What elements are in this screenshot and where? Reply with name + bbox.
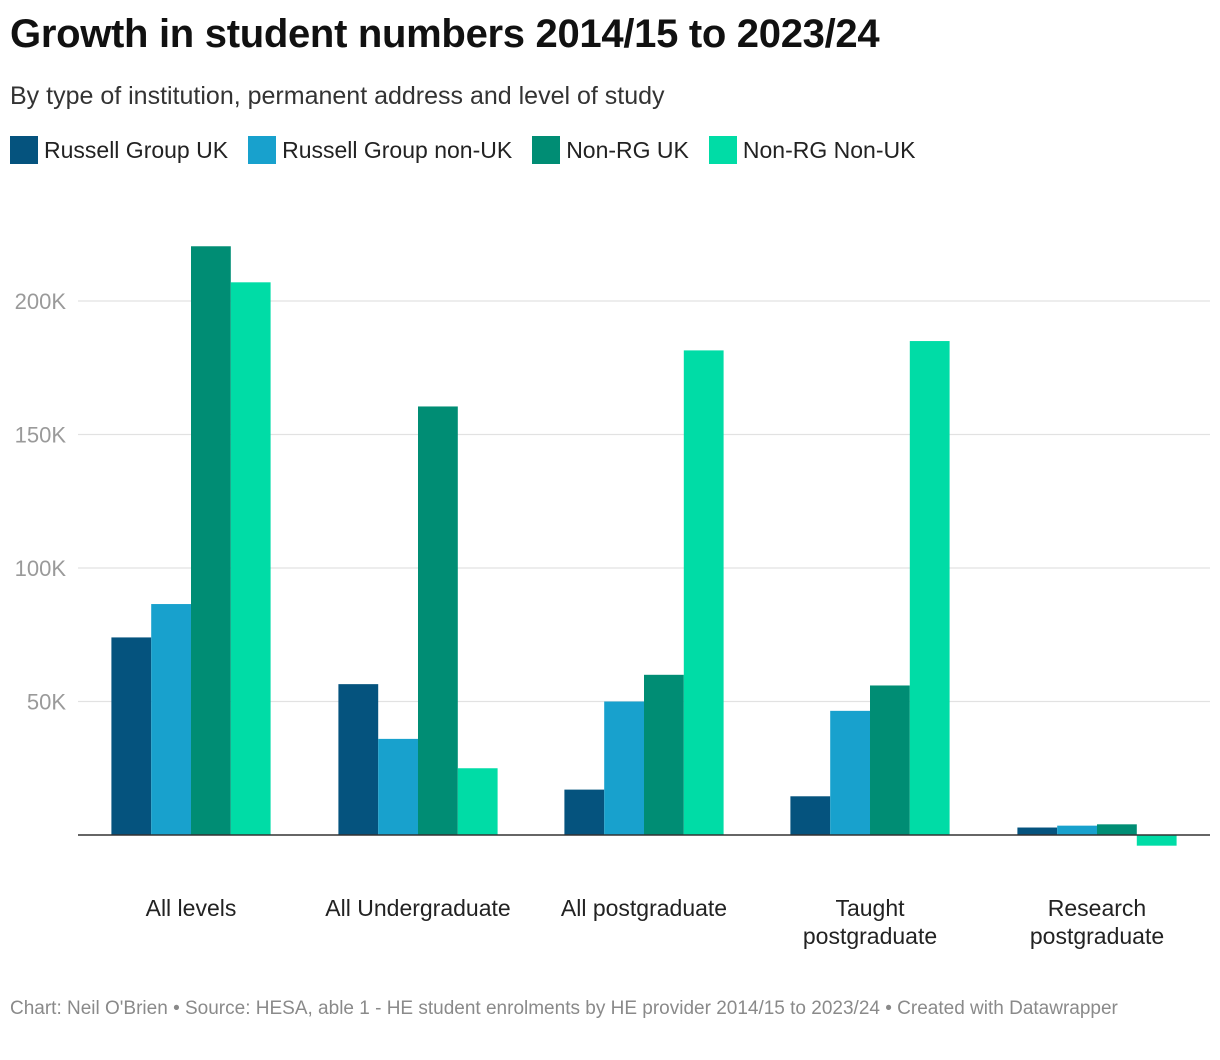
bar-all-levels-non-rg-uk [191, 246, 231, 835]
y-tick-label-50K: 50K [27, 690, 66, 715]
x-tick-label-all-undergraduate: All Undergraduate [325, 895, 510, 921]
legend-swatch-non-rg-non-uk [708, 136, 737, 164]
bar-all-levels-non-rg-non-uk [230, 282, 271, 835]
bar-all-levels-russell-group-uk [111, 637, 152, 835]
legend-label-russell-group-non-uk: Russell Group non-UK [282, 136, 513, 163]
bar-all-levels-russell-group-non-uk [151, 604, 191, 835]
bar-all-undergraduate-russell-group-uk [338, 684, 379, 835]
legend-item-russell-group-uk: Russell Group UK [10, 136, 228, 164]
x-tick-label-all-postgraduate: All postgraduate [561, 895, 727, 921]
bar-all-postgraduate-non-rg-non-uk [683, 350, 724, 835]
bar-all-postgraduate-non-rg-uk [644, 674, 684, 835]
bar-taught-postgraduate-non-rg-non-uk [909, 341, 950, 835]
bar-taught-postgraduate-russell-group-non-uk [830, 710, 870, 835]
legend-swatch-non-rg-uk [532, 136, 561, 164]
bar-research-postgraduate-russell-group-non-uk [1057, 825, 1097, 835]
bar-taught-postgraduate-russell-group-uk [790, 796, 831, 835]
bar-research-postgraduate-non-rg-uk [1097, 824, 1137, 835]
legend-label-non-rg-uk: Non-RG UK [566, 136, 689, 163]
bar-all-postgraduate-russell-group-uk [564, 789, 605, 835]
bar-taught-postgraduate-non-rg-uk [870, 685, 910, 835]
bar-all-undergraduate-non-rg-uk [418, 406, 458, 835]
legend-swatch-russell-group-non-uk [248, 136, 277, 164]
y-tick-label-150K: 150K [15, 423, 67, 448]
bar-all-undergraduate-russell-group-non-uk [378, 738, 418, 835]
legend-item-non-rg-non-uk: Non-RG Non-UK [708, 136, 916, 164]
legend-label-russell-group-uk: Russell Group UK [44, 136, 229, 163]
y-tick-label-200K: 200K [15, 289, 67, 314]
bar-all-undergraduate-non-rg-non-uk [457, 768, 498, 835]
legend-item-non-rg-uk: Non-RG UK [532, 136, 689, 164]
x-tick-label-taught-postgraduate: Taught postgraduate [803, 895, 937, 949]
chart-title: Growth in student numbers 2014/15 to 202… [10, 12, 880, 56]
x-tick-label-all-levels: All levels [146, 895, 237, 921]
chart-subtitle: By type of institution, permanent addres… [10, 82, 665, 110]
bar-research-postgraduate-russell-group-uk [1017, 827, 1058, 835]
x-tick-label-research-postgraduate: Research postgraduate [1030, 895, 1164, 949]
y-tick-label-100K: 100K [15, 556, 67, 581]
legend-item-russell-group-non-uk: Russell Group non-UK [248, 136, 512, 164]
legend-label-non-rg-non-uk: Non-RG Non-UK [742, 136, 916, 163]
bar-research-postgraduate-non-rg-non-uk [1136, 835, 1177, 846]
legend: Russell Group UK Russell Group non-UK No… [10, 136, 935, 164]
legend-swatch-russell-group-uk [10, 136, 38, 164]
chart-footer: Chart: Neil O'Brien • Source: HESA, able… [10, 998, 1118, 1019]
bar-all-postgraduate-russell-group-non-uk [604, 701, 644, 835]
